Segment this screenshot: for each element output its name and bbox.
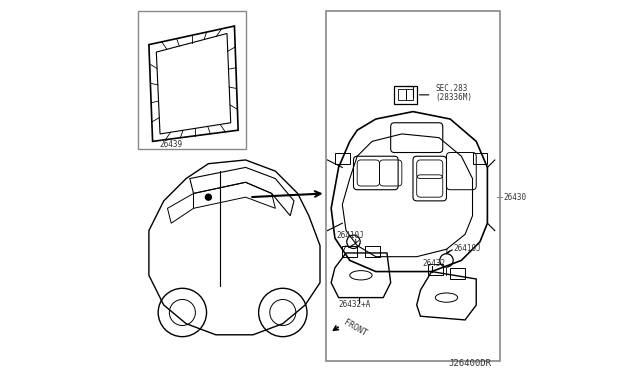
Bar [406, 89, 413, 100]
Bar [365, 246, 380, 257]
Text: FRONT: FRONT [342, 318, 369, 338]
Bar [394, 86, 417, 104]
Bar [326, 11, 500, 361]
Bar [450, 268, 465, 279]
Text: 26432: 26432 [422, 259, 445, 268]
Text: 26410J: 26410J [337, 231, 365, 240]
Bar [398, 89, 406, 100]
Text: 26439: 26439 [159, 140, 183, 149]
Text: SEC.283: SEC.283 [435, 84, 468, 93]
Bar [342, 246, 357, 257]
Circle shape [205, 194, 211, 200]
Text: 26432+A: 26432+A [339, 300, 371, 309]
Bar [138, 11, 246, 149]
Bar [335, 153, 349, 164]
Text: 26430: 26430 [504, 193, 527, 202]
Bar [472, 153, 488, 164]
Text: J26400DR: J26400DR [448, 359, 491, 368]
Text: 26410J: 26410J [453, 244, 481, 253]
Bar [428, 264, 443, 275]
Text: (28336M): (28336M) [435, 93, 472, 102]
